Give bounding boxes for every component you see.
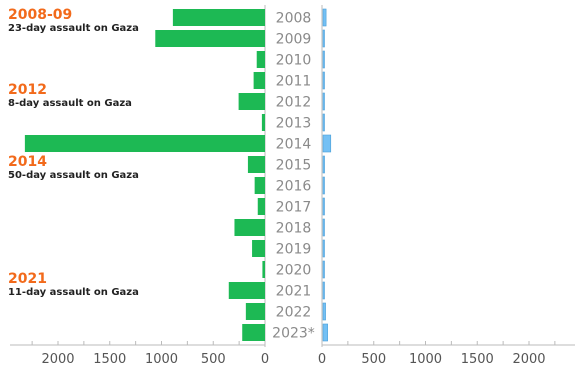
year-label-10: 2018 — [276, 221, 312, 237]
bar-left-6 — [24, 135, 265, 152]
year-label-6: 2014 — [276, 137, 312, 153]
year-label-13: 2021 — [276, 284, 312, 300]
bar-right-12 — [322, 260, 325, 279]
bar-left-9 — [257, 198, 265, 215]
bar-right-3 — [322, 71, 325, 90]
left-tick-label-1: 1500 — [93, 352, 126, 367]
left-tick-label-0: 2000 — [41, 352, 74, 367]
annotation-year: 2014 — [8, 154, 47, 170]
bar-left-3 — [253, 72, 265, 89]
bar-left-15 — [242, 324, 265, 341]
year-label-14: 2022 — [276, 305, 312, 321]
bar-left-0 — [172, 9, 265, 26]
right-tick-label-4: 2000 — [512, 352, 545, 367]
year-label-2: 2010 — [276, 53, 312, 69]
annotation-year: 2008-09 — [8, 7, 73, 23]
bar-right-5 — [322, 113, 325, 132]
bar-left-11 — [252, 240, 265, 257]
bar-left-12 — [262, 261, 265, 278]
bar-left-13 — [228, 282, 265, 299]
bar-left-10 — [234, 219, 265, 236]
bar-left-8 — [254, 177, 265, 194]
bar-right-13 — [322, 281, 325, 300]
bar-right-7 — [322, 155, 325, 174]
year-label-15: 2023* — [272, 326, 315, 342]
year-label-0: 2008 — [276, 11, 312, 27]
year-label-5: 2013 — [276, 116, 312, 132]
annotation-2012: 2012 8-day assault on Gaza — [8, 83, 132, 110]
annotation-year: 2021 — [8, 271, 47, 287]
left-tick-label-4: 0 — [261, 352, 269, 367]
year-label-1: 2009 — [276, 32, 312, 48]
bar-right-1 — [322, 29, 325, 48]
year-label-4: 2012 — [276, 95, 312, 111]
annotation-2021: 2021 11-day assault on Gaza — [8, 272, 139, 299]
bar-left-2 — [256, 51, 265, 68]
annotation-description: 8-day assault on Gaza — [8, 98, 132, 109]
bar-right-0 — [322, 8, 327, 27]
year-label-7: 2015 — [276, 158, 312, 174]
bar-right-11 — [322, 239, 325, 258]
year-label-11: 2019 — [276, 242, 312, 258]
annotation-description: 50-day assault on Gaza — [8, 170, 139, 181]
bar-right-14 — [322, 302, 326, 321]
bar-right-4 — [322, 92, 325, 111]
bar-right-6 — [322, 134, 332, 153]
year-label-3: 2011 — [276, 74, 312, 90]
right-tick-label-1: 500 — [361, 352, 386, 367]
left-tick-label-2: 1000 — [145, 352, 178, 367]
year-label-9: 2017 — [276, 200, 312, 216]
annotation-year: 2012 — [8, 82, 47, 98]
bar-right-9 — [322, 197, 325, 216]
bar-right-8 — [322, 176, 325, 195]
bar-left-14 — [245, 303, 265, 320]
bar-left-5 — [261, 114, 265, 131]
right-tick-label-2: 1000 — [409, 352, 442, 367]
year-label-12: 2020 — [276, 263, 312, 279]
right-tick-label-0: 0 — [318, 352, 326, 367]
left-tick-label-3: 500 — [201, 352, 226, 367]
right-tick-label-3: 1500 — [461, 352, 494, 367]
bar-left-1 — [155, 30, 265, 47]
bar-left-4 — [238, 93, 265, 110]
annotation-2014: 2014 50-day assault on Gaza — [8, 155, 139, 182]
year-label-8: 2016 — [276, 179, 312, 195]
annotation-description: 11-day assault on Gaza — [8, 287, 139, 298]
annotation-description: 23-day assault on Gaza — [8, 23, 139, 34]
bar-right-15 — [322, 323, 328, 342]
bar-left-7 — [247, 156, 265, 173]
bar-right-10 — [322, 218, 325, 237]
bar-right-2 — [322, 50, 325, 69]
annotation-2008-09: 2008-09 23-day assault on Gaza — [8, 8, 139, 35]
